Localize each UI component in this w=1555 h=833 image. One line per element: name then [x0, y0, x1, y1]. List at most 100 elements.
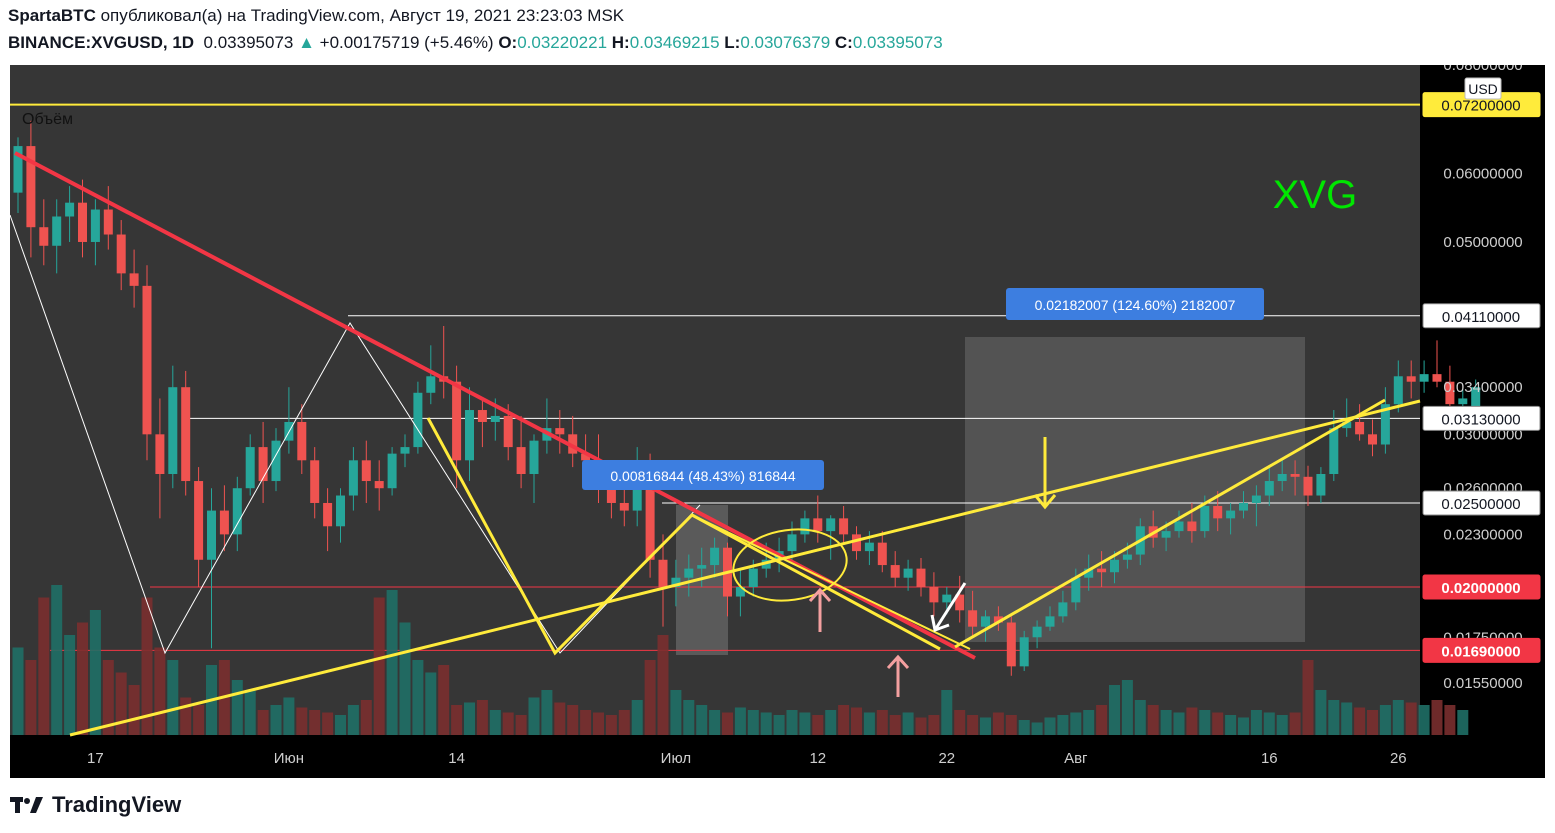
- volume-bar: [554, 702, 566, 735]
- measure-label-1-bg[interactable]: [582, 460, 824, 490]
- level-label-bg[interactable]: [1422, 405, 1541, 431]
- volume-bar: [928, 715, 940, 735]
- candle-body: [413, 392, 423, 448]
- currency-label: USD: [1468, 81, 1498, 97]
- volume-bar: [1328, 700, 1340, 735]
- volume-bar: [851, 707, 862, 735]
- candle-body: [1419, 374, 1429, 382]
- candle-body: [1251, 495, 1261, 503]
- volume-bar: [876, 710, 888, 735]
- candle-body: [568, 434, 578, 454]
- candle-body: [684, 568, 694, 578]
- candle-body: [993, 616, 1003, 623]
- close-value: 0.03395073: [852, 33, 943, 52]
- candle-body: [942, 594, 952, 603]
- volume-bar: [631, 700, 643, 735]
- level-label: 0.02000000: [1441, 580, 1520, 597]
- volume-bar: [399, 622, 411, 735]
- volume-bar: [902, 712, 914, 735]
- volume-bar: [1147, 705, 1159, 735]
- volume-bar: [1173, 712, 1185, 735]
- volume-bar: [115, 672, 127, 735]
- measure-label-1: 0.00816844 (48.43%) 816844: [610, 468, 795, 484]
- candle-body: [465, 410, 474, 461]
- candle-body: [387, 453, 397, 489]
- candle-body: [336, 495, 345, 527]
- candle-body: [374, 481, 384, 489]
- candle-body: [890, 565, 900, 578]
- volume-bar: [812, 715, 824, 735]
- volume-bar: [1225, 715, 1237, 735]
- yellow-zigzag-line[interactable]: [426, 417, 941, 656]
- time-tick: 12: [809, 750, 826, 767]
- volume-bar: [889, 715, 901, 735]
- candle-body: [864, 542, 874, 552]
- low-value: 0.03076379: [740, 33, 831, 52]
- volume-bar: [1096, 705, 1108, 735]
- currency-badge[interactable]: [1464, 77, 1502, 100]
- volume-bar: [722, 712, 733, 735]
- volume-bar: [1405, 702, 1417, 735]
- candle-body: [606, 481, 616, 503]
- candle-body: [1264, 481, 1274, 496]
- candle-body: [529, 440, 539, 474]
- candle-body: [1097, 568, 1107, 573]
- tradingview-brand[interactable]: TradingView: [10, 792, 181, 818]
- candle-body: [116, 234, 126, 274]
- volume-label: Объём: [22, 111, 73, 128]
- white-arrow-icon[interactable]: [933, 582, 967, 631]
- candle-body: [26, 146, 36, 228]
- level-label-bg[interactable]: [1422, 637, 1541, 663]
- candle-body: [1213, 506, 1223, 519]
- candle-body: [916, 568, 926, 588]
- chart-area[interactable]: 0.00816844 (48.43%) 816844 0.02182007 (1…: [9, 57, 1545, 778]
- volume-bar: [489, 710, 501, 735]
- candle-body: [516, 447, 526, 474]
- volume-bar: [773, 715, 785, 735]
- volume-bar: [1315, 690, 1327, 735]
- candle-body: [1019, 637, 1029, 667]
- symbol-info: BINANCE:XVGUSD, 1D 0.03395073 ▲ +0.00175…: [8, 33, 943, 53]
- level-label-bg[interactable]: [1422, 574, 1541, 600]
- volume-bar: [1057, 715, 1069, 735]
- candle-body: [826, 518, 836, 532]
- volume-bar: [1005, 715, 1017, 735]
- volume-bar: [25, 660, 37, 735]
- price-level-labels[interactable]: 0.07200000 0.04110000 0.03130000 0.02500000…: [1422, 92, 1541, 663]
- yellow-circle-annotation[interactable]: [729, 522, 852, 607]
- volume-bar: [386, 590, 398, 735]
- yellow-channel-line[interactable]: [691, 514, 971, 650]
- volume-bar: [593, 712, 604, 735]
- price-chart[interactable]: 0.00816844 (48.43%) 816844 0.02182007 (1…: [9, 57, 1545, 778]
- candle-body: [839, 518, 849, 535]
- level-label: 0.01690000: [1441, 643, 1520, 660]
- candle-body: [426, 376, 436, 393]
- candle-body: [348, 460, 358, 496]
- volume-bar: [863, 712, 875, 735]
- drawings[interactable]: [9, 151, 1421, 737]
- candle-body: [310, 460, 320, 503]
- candle-body: [1471, 387, 1481, 408]
- volume-bar: [373, 597, 385, 735]
- yellow-support-trendline[interactable]: [69, 399, 1421, 737]
- author-name[interactable]: SpartaBTC: [8, 6, 96, 25]
- candle-body: [748, 568, 758, 588]
- volume-bar: [657, 635, 669, 735]
- volume-bar: [605, 715, 617, 735]
- volume-bar: [1160, 710, 1172, 735]
- measure-label-2-bg[interactable]: [1006, 288, 1264, 320]
- volume-bar: [1392, 700, 1404, 735]
- yellow-rising-trendline[interactable]: [954, 398, 1386, 649]
- candle-body: [735, 587, 745, 597]
- measure-range-box-2[interactable]: [965, 337, 1305, 642]
- level-label: 0.03130000: [1441, 411, 1520, 428]
- candle-body: [955, 594, 965, 611]
- candle-body: [1071, 577, 1081, 603]
- candle-body: [1303, 476, 1313, 496]
- volume-bar: [838, 705, 850, 735]
- volume-bar: [541, 690, 553, 735]
- candle-body: [90, 209, 100, 242]
- volume-bar: [709, 710, 721, 735]
- level-label-bg[interactable]: [1422, 303, 1541, 329]
- level-label-bg[interactable]: [1422, 490, 1541, 516]
